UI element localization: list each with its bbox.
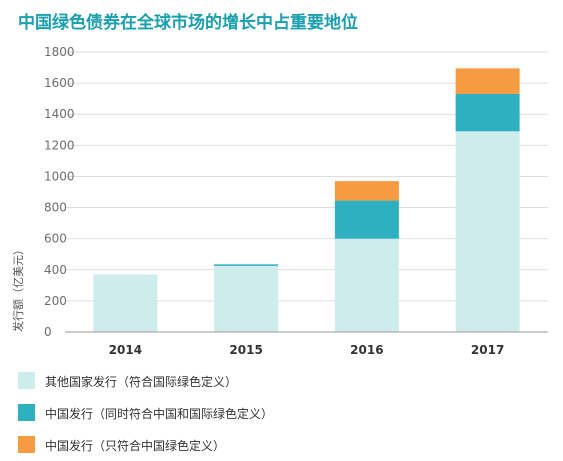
bar-segment: [334, 200, 399, 239]
x-tick-label: 2014: [109, 343, 142, 357]
bar-segment: [334, 238, 399, 332]
y-tick-label: 0: [44, 325, 52, 339]
legend-label: 其他国家发行（符合国际绿色定义）: [45, 374, 237, 389]
y-tick-label: 600: [44, 232, 67, 246]
bar-segment: [455, 68, 520, 94]
y-tick-label: 1600: [44, 76, 75, 90]
chart-title: 中国绿色债券在全球市场的增长中占重要地位: [18, 12, 358, 33]
legend-swatch: [18, 372, 35, 389]
y-axis-label: 发行额（亿美元）: [11, 244, 25, 332]
x-tick-label: 2017: [471, 343, 504, 357]
bar-layer: [93, 68, 520, 332]
y-tick-label: 1800: [44, 45, 75, 59]
bar-segment: [214, 264, 279, 266]
bar-segment: [214, 265, 279, 332]
legend-label: 中国发行（只符合中国绿色定义）: [45, 438, 225, 453]
y-tick-label: 400: [44, 263, 67, 277]
y-tick-label: 800: [44, 201, 67, 215]
y-tick-label: 200: [44, 294, 67, 308]
bar-segment: [93, 274, 158, 332]
y-tick-label: 1000: [44, 169, 75, 183]
bar-segment: [455, 94, 520, 132]
legend-swatch: [18, 404, 35, 421]
x-tick-label: 2015: [229, 343, 262, 357]
y-tick-label: 1400: [44, 107, 75, 121]
grid-layer: [65, 51, 548, 302]
legend-label: 中国发行（同时符合中国和国际绿色定义）: [45, 406, 273, 421]
y-tick-label: 1200: [44, 138, 75, 152]
bar-segment: [334, 181, 399, 201]
bar-segment: [455, 131, 520, 332]
legend: 其他国家发行（符合国际绿色定义） 中国发行（同时符合中国和国际绿色定义） 中国发行（…: [18, 372, 273, 453]
legend-swatch: [18, 436, 35, 453]
x-tick-label: 2016: [350, 343, 383, 357]
y-tick-labels: 0 200 400 600 800 1000 1200 1400 1600 1800: [44, 45, 75, 339]
x-tick-labels: 2014 2015 2016 2017: [109, 343, 505, 357]
